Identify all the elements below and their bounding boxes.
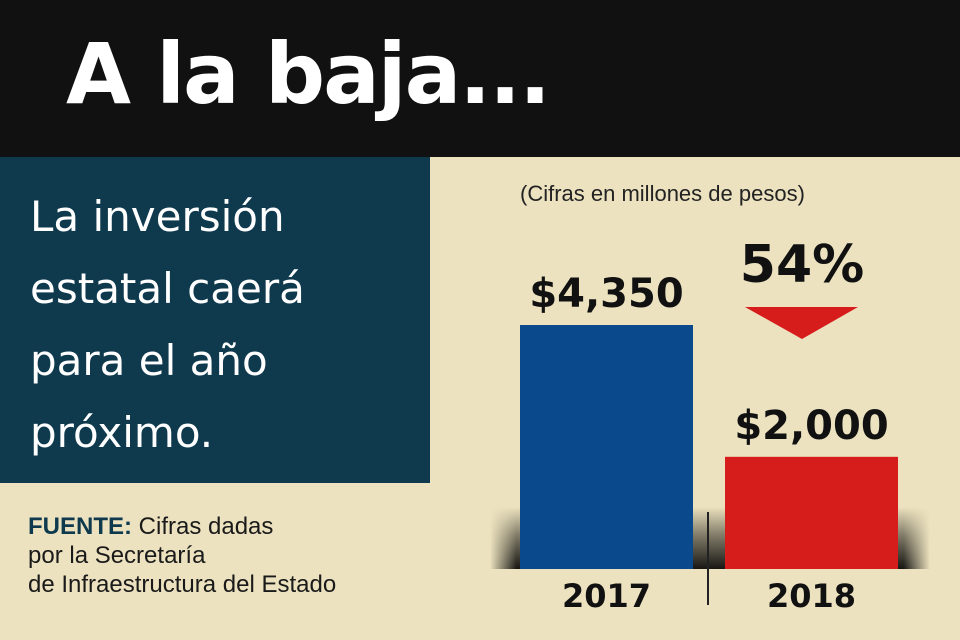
bar-2017 [520, 325, 693, 569]
source-note: FUENTE: Cifras dadas por la Secretaría d… [28, 512, 428, 599]
category-label: 2017 [562, 577, 651, 615]
chart-subtitle: (Cifras en millones de pesos) [520, 181, 805, 206]
bar-chart: $4,350 2017 $2,000 2018 54% [490, 235, 930, 615]
summary-line: próximo. [30, 408, 214, 457]
value-label: $4,350 [529, 271, 683, 317]
down-arrow-icon [745, 307, 858, 339]
source-label: FUENTE: [28, 513, 132, 540]
page-title: A la baja... [66, 25, 551, 123]
header-bar [0, 0, 960, 157]
summary-panel: La inversión estatal caerá para el año p… [0, 157, 430, 483]
change-label: 54% [740, 235, 864, 295]
bar-2018 [725, 456, 898, 569]
source-line-1: FUENTE: Cifras dadas [28, 512, 428, 541]
category-label: 2018 [767, 577, 856, 615]
summary-line: La inversión [30, 192, 285, 241]
source-line-2: por la Secretaría [28, 542, 206, 569]
source-line-3: de Infraestructura del Estado [28, 571, 337, 598]
summary-line: estatal caerá [30, 264, 305, 313]
value-label: $2,000 [734, 403, 888, 449]
source-text: Cifras dadas [138, 513, 274, 540]
summary-text: La inversión estatal caerá para el año p… [30, 181, 420, 469]
summary-line: para el año [30, 336, 268, 385]
